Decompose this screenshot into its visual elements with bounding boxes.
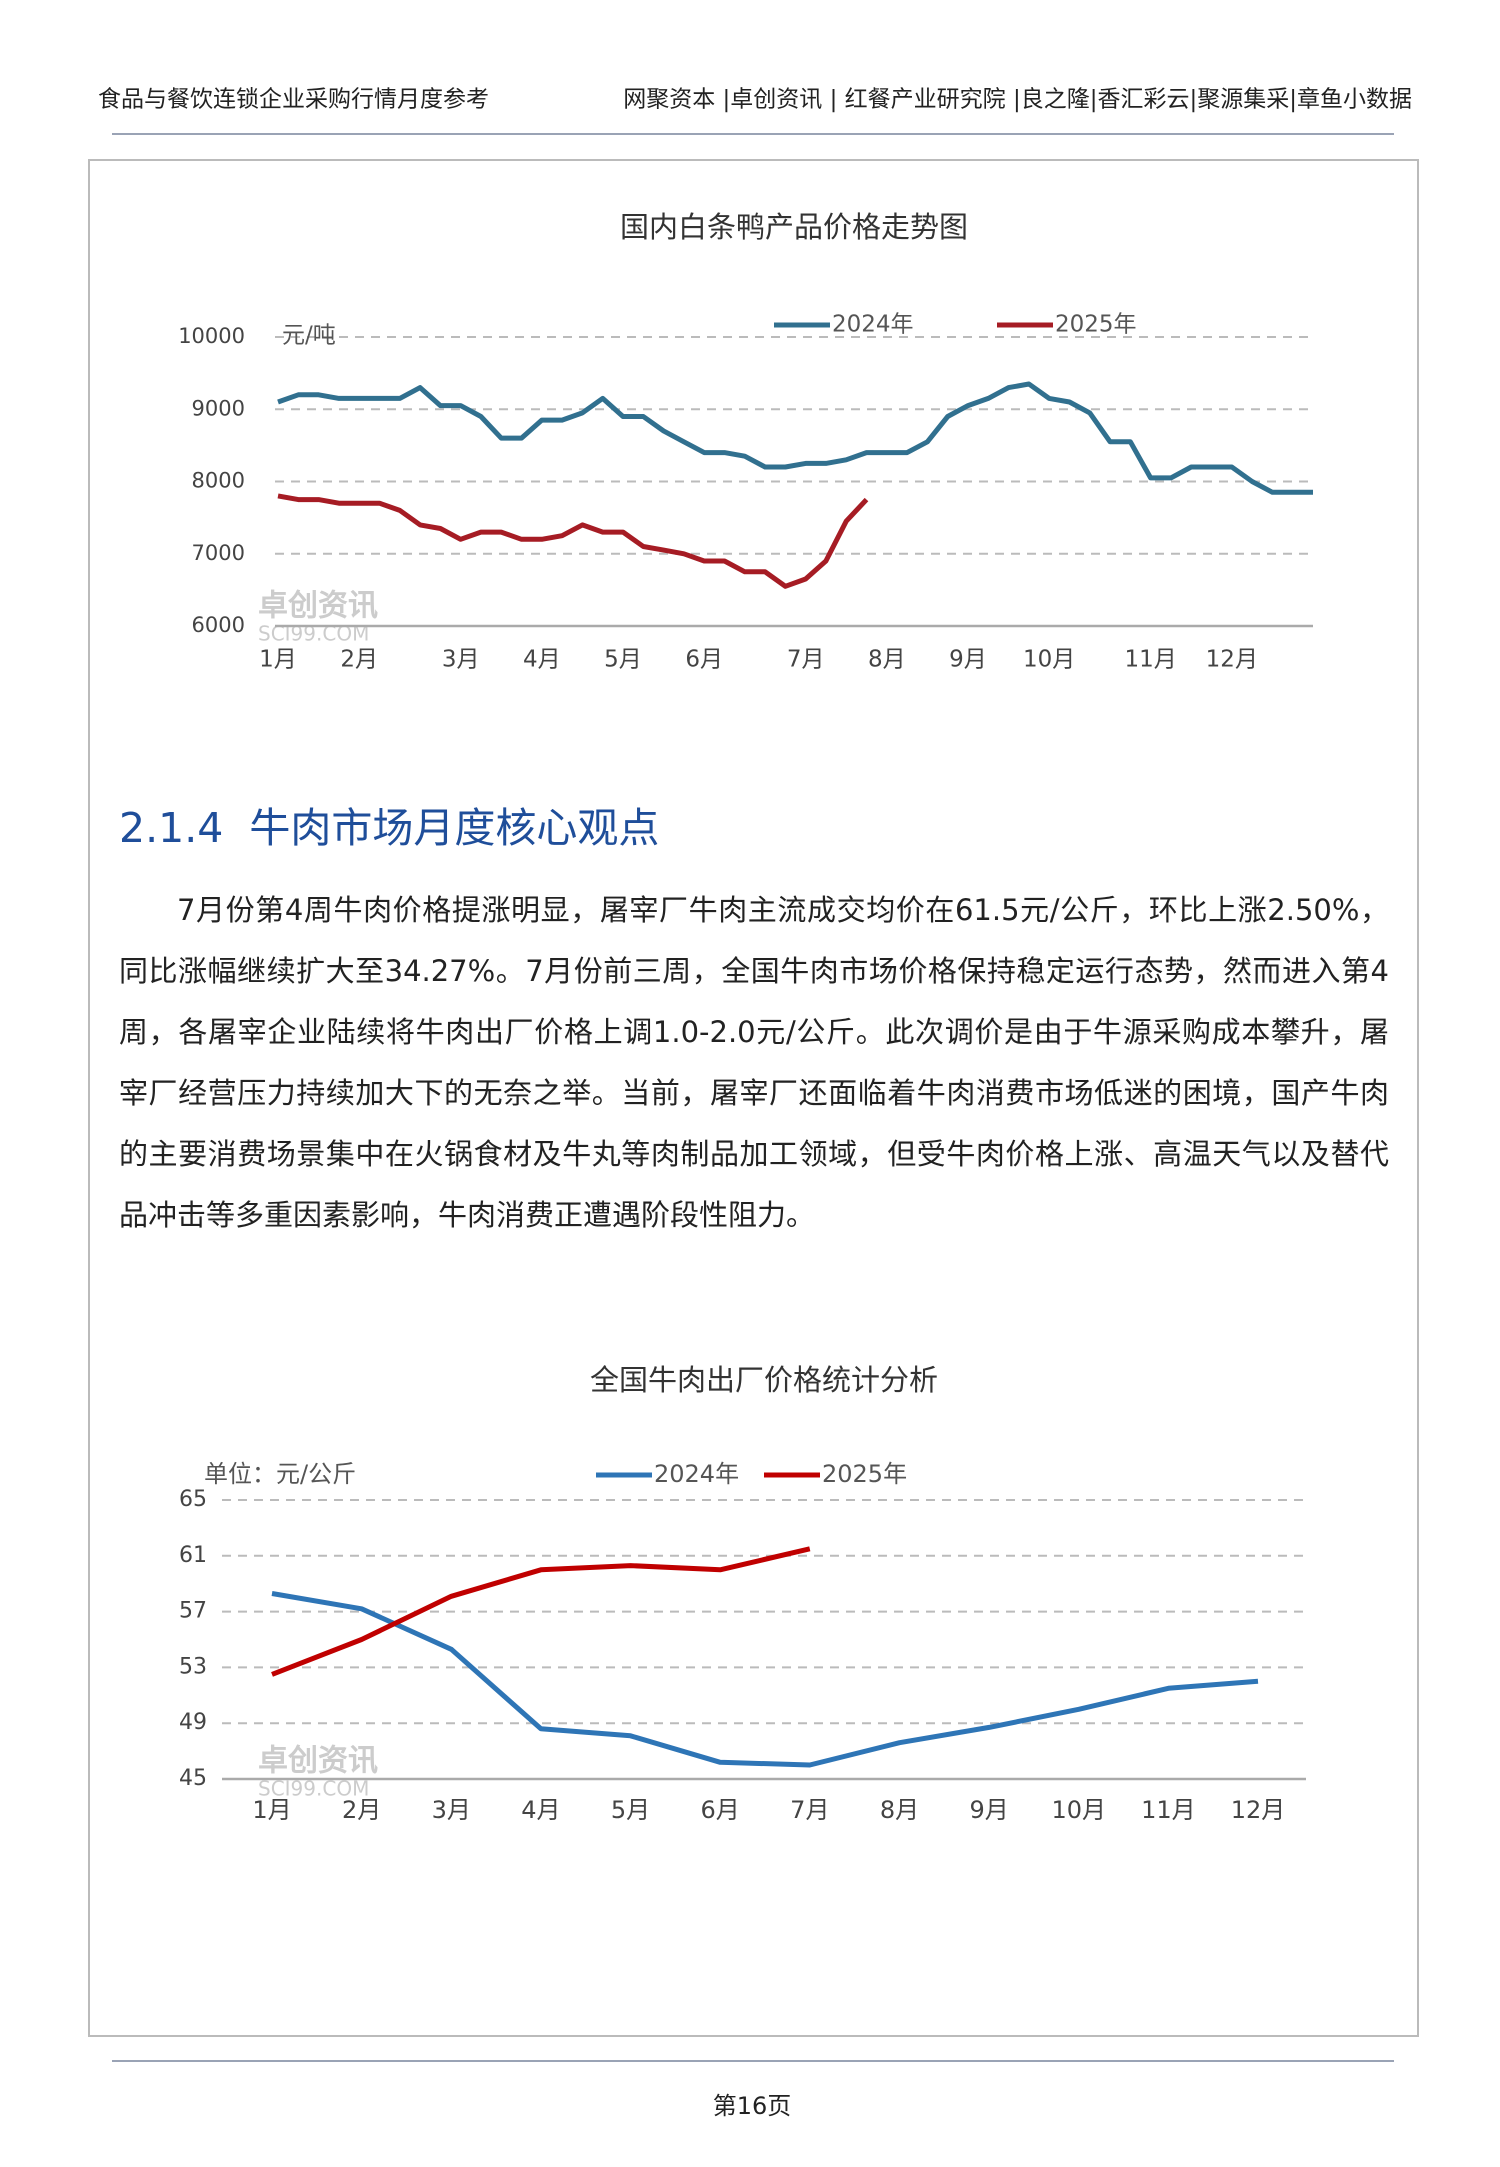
y-tick-label: 45	[179, 1766, 207, 1791]
y-tick-label: 6000	[192, 613, 245, 637]
x-tick-label: 10月	[1051, 1796, 1106, 1824]
x-tick-label: 12月	[1231, 1796, 1286, 1824]
chart-title: 国内白条鸭产品价格走势图	[620, 210, 968, 244]
x-tick-label: 4月	[523, 647, 561, 673]
x-tick-label: 9月	[949, 647, 987, 673]
x-tick-label: 8月	[880, 1796, 919, 1824]
y-tick-label: 65	[179, 1487, 207, 1512]
page-number: 第16页	[713, 2092, 792, 2120]
header-right: 网聚资本 |卓创资讯 | 红餐产业研究院 |良之隆|香汇彩云|聚源集采|章鱼小数…	[623, 87, 1412, 113]
x-tick-label: 6月	[701, 1796, 740, 1824]
unit-label: 元/吨	[282, 323, 336, 349]
x-tick-label: 7月	[787, 647, 825, 673]
x-tick-label: 7月	[790, 1796, 829, 1824]
y-tick-label: 53	[179, 1654, 207, 1679]
watermark: SCI99.COM	[258, 1777, 369, 1801]
frame	[88, 159, 1419, 2037]
series-line	[277, 381, 1313, 495]
header-left: 食品与餐饮连锁企业采购行情月度参考	[98, 87, 489, 113]
x-tick-label: 1月	[259, 647, 297, 673]
legend-label: 2025年	[822, 1460, 907, 1488]
series-line	[277, 493, 869, 589]
paragraph: 7月份第4周牛肉价格提涨明显，屠宰厂牛肉主流成交均价在61.5元/公斤，环比上涨…	[119, 893, 1389, 1232]
y-tick-label: 10000	[178, 324, 245, 348]
x-tick-label: 5月	[604, 647, 642, 673]
x-tick-label: 5月	[611, 1796, 650, 1824]
unit-label: 单位：元/公斤	[204, 1460, 356, 1488]
x-tick-label: 12月	[1206, 647, 1258, 673]
legend-label: 2025年	[1055, 312, 1137, 338]
y-tick-label: 61	[179, 1543, 207, 1568]
x-tick-label: 2月	[342, 1796, 381, 1824]
legend-label: 2024年	[832, 312, 914, 338]
y-tick-label: 7000	[192, 541, 245, 565]
x-tick-label: 3月	[432, 1796, 471, 1824]
chart-title: 全国牛肉出厂价格统计分析	[590, 1363, 938, 1397]
x-tick-label: 11月	[1141, 1796, 1196, 1824]
x-tick-label: 2月	[340, 647, 378, 673]
series-line	[271, 1591, 1259, 1768]
x-tick-label: 9月	[969, 1796, 1008, 1824]
x-tick-label: 8月	[868, 647, 906, 673]
x-tick-label: 3月	[442, 647, 480, 673]
series-line	[271, 1546, 811, 1677]
x-tick-label: 6月	[685, 647, 723, 673]
watermark: 卓创资讯	[258, 589, 378, 624]
x-tick-label: 10月	[1023, 647, 1075, 673]
x-tick-label: 1月	[252, 1796, 291, 1824]
section-heading: 2.1.4 牛肉市场月度核心观点	[119, 804, 659, 852]
x-tick-label: 4月	[521, 1796, 560, 1824]
y-tick-label: 8000	[192, 469, 245, 493]
legend-label: 2024年	[654, 1460, 739, 1488]
y-tick-label: 57	[179, 1599, 207, 1624]
y-tick-label: 49	[179, 1710, 207, 1735]
x-tick-label: 11月	[1125, 647, 1177, 673]
watermark: 卓创资讯	[258, 1744, 378, 1779]
y-tick-label: 9000	[192, 396, 245, 420]
